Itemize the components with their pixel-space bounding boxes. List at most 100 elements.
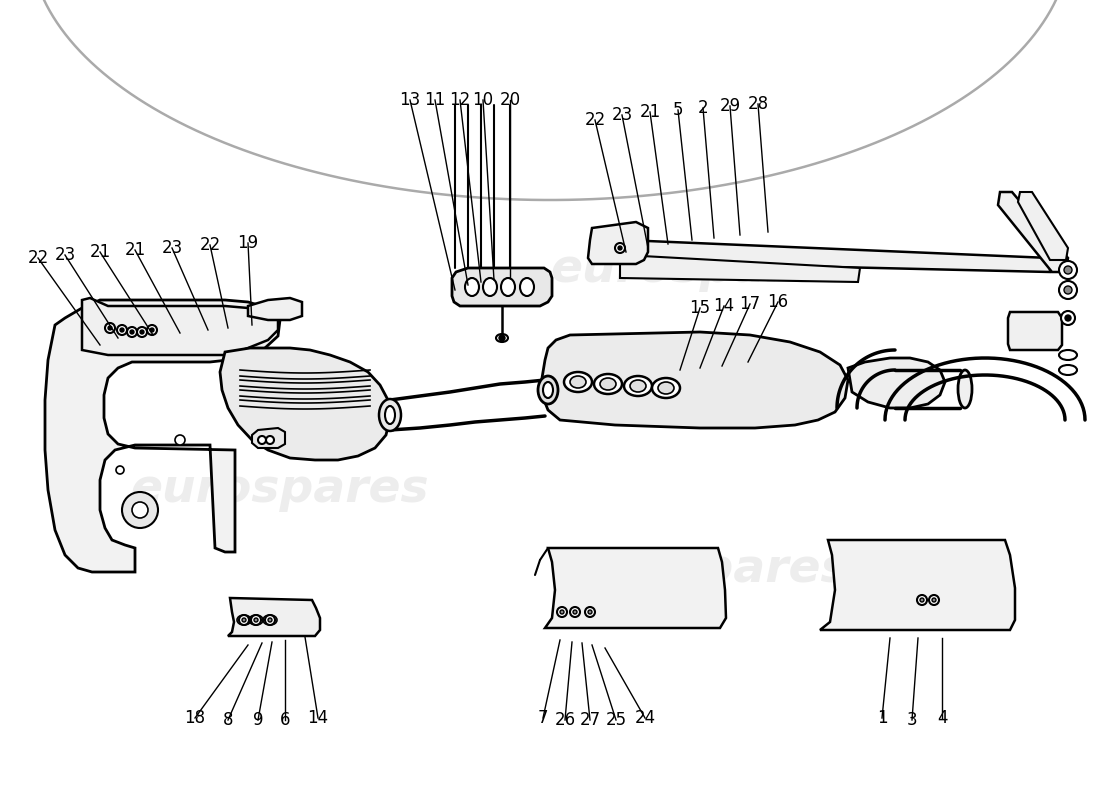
Text: eurospares: eurospares bbox=[551, 547, 849, 593]
Text: eurospares: eurospares bbox=[551, 247, 849, 293]
Ellipse shape bbox=[658, 382, 674, 394]
Text: 5: 5 bbox=[673, 101, 683, 119]
Ellipse shape bbox=[600, 378, 616, 390]
Polygon shape bbox=[620, 255, 860, 282]
Text: 11: 11 bbox=[425, 91, 446, 109]
Circle shape bbox=[1064, 266, 1072, 274]
Ellipse shape bbox=[500, 278, 515, 296]
Circle shape bbox=[108, 326, 112, 330]
Ellipse shape bbox=[958, 370, 972, 408]
Ellipse shape bbox=[496, 334, 508, 342]
Text: 16: 16 bbox=[768, 293, 789, 311]
Circle shape bbox=[122, 492, 158, 528]
Ellipse shape bbox=[543, 382, 553, 398]
Polygon shape bbox=[544, 548, 726, 628]
Ellipse shape bbox=[652, 378, 680, 398]
Ellipse shape bbox=[1059, 350, 1077, 360]
Text: 26: 26 bbox=[554, 711, 575, 729]
Circle shape bbox=[130, 330, 134, 334]
Text: 12: 12 bbox=[450, 91, 471, 109]
Circle shape bbox=[258, 436, 266, 444]
Text: 22: 22 bbox=[199, 236, 221, 254]
Text: 23: 23 bbox=[612, 106, 632, 124]
Text: eurospares: eurospares bbox=[131, 467, 429, 513]
Polygon shape bbox=[848, 358, 945, 408]
Circle shape bbox=[117, 325, 126, 335]
Text: 22: 22 bbox=[584, 111, 606, 129]
Text: 4: 4 bbox=[937, 709, 947, 727]
Text: 1: 1 bbox=[877, 709, 888, 727]
Text: 22: 22 bbox=[28, 249, 48, 267]
Polygon shape bbox=[82, 298, 278, 355]
Ellipse shape bbox=[1059, 365, 1077, 375]
Polygon shape bbox=[620, 240, 1050, 272]
Circle shape bbox=[239, 615, 249, 625]
Circle shape bbox=[560, 610, 564, 614]
Circle shape bbox=[120, 328, 124, 332]
Circle shape bbox=[138, 327, 147, 337]
Circle shape bbox=[268, 618, 272, 622]
Text: 9: 9 bbox=[253, 711, 263, 729]
Circle shape bbox=[126, 327, 138, 337]
Circle shape bbox=[150, 328, 154, 332]
Circle shape bbox=[265, 615, 275, 625]
Circle shape bbox=[1064, 286, 1072, 294]
Circle shape bbox=[930, 595, 939, 605]
Circle shape bbox=[618, 246, 621, 250]
Ellipse shape bbox=[570, 376, 586, 388]
Circle shape bbox=[175, 435, 185, 445]
Text: 27: 27 bbox=[580, 711, 601, 729]
Circle shape bbox=[573, 610, 578, 614]
Text: 7: 7 bbox=[538, 709, 548, 727]
Text: 24: 24 bbox=[635, 709, 656, 727]
Ellipse shape bbox=[630, 380, 646, 392]
Text: 23: 23 bbox=[54, 246, 76, 264]
Circle shape bbox=[1065, 315, 1071, 321]
Polygon shape bbox=[248, 298, 302, 320]
Ellipse shape bbox=[594, 374, 621, 394]
Circle shape bbox=[116, 466, 124, 474]
Text: 15: 15 bbox=[690, 299, 711, 317]
Circle shape bbox=[570, 607, 580, 617]
Text: 28: 28 bbox=[747, 95, 769, 113]
Text: 21: 21 bbox=[124, 241, 145, 259]
Circle shape bbox=[1059, 281, 1077, 299]
Circle shape bbox=[266, 436, 274, 444]
Circle shape bbox=[1062, 311, 1075, 325]
Circle shape bbox=[588, 610, 592, 614]
Ellipse shape bbox=[624, 376, 652, 396]
Polygon shape bbox=[228, 598, 320, 636]
Text: 20: 20 bbox=[499, 91, 520, 109]
Polygon shape bbox=[220, 348, 390, 460]
Text: 14: 14 bbox=[714, 297, 735, 315]
Ellipse shape bbox=[564, 372, 592, 392]
Ellipse shape bbox=[483, 278, 497, 296]
Text: 21: 21 bbox=[89, 243, 111, 261]
Circle shape bbox=[499, 335, 505, 341]
Text: 18: 18 bbox=[185, 709, 206, 727]
Circle shape bbox=[585, 607, 595, 617]
Text: 3: 3 bbox=[906, 711, 917, 729]
Text: 13: 13 bbox=[399, 91, 420, 109]
Circle shape bbox=[251, 615, 261, 625]
Polygon shape bbox=[820, 540, 1015, 630]
Circle shape bbox=[557, 607, 566, 617]
Circle shape bbox=[242, 618, 246, 622]
Text: 25: 25 bbox=[605, 711, 627, 729]
Text: 8: 8 bbox=[222, 711, 233, 729]
Circle shape bbox=[132, 502, 148, 518]
Text: 19: 19 bbox=[238, 234, 258, 252]
Text: 21: 21 bbox=[639, 103, 661, 121]
Polygon shape bbox=[542, 332, 848, 428]
Ellipse shape bbox=[465, 278, 478, 296]
Circle shape bbox=[104, 323, 116, 333]
Circle shape bbox=[615, 243, 625, 253]
Polygon shape bbox=[252, 428, 285, 448]
Circle shape bbox=[140, 330, 144, 334]
Ellipse shape bbox=[538, 376, 558, 404]
Text: 2: 2 bbox=[697, 99, 708, 117]
Ellipse shape bbox=[520, 278, 534, 296]
Text: 14: 14 bbox=[307, 709, 329, 727]
Text: 23: 23 bbox=[162, 239, 183, 257]
Polygon shape bbox=[452, 268, 552, 306]
